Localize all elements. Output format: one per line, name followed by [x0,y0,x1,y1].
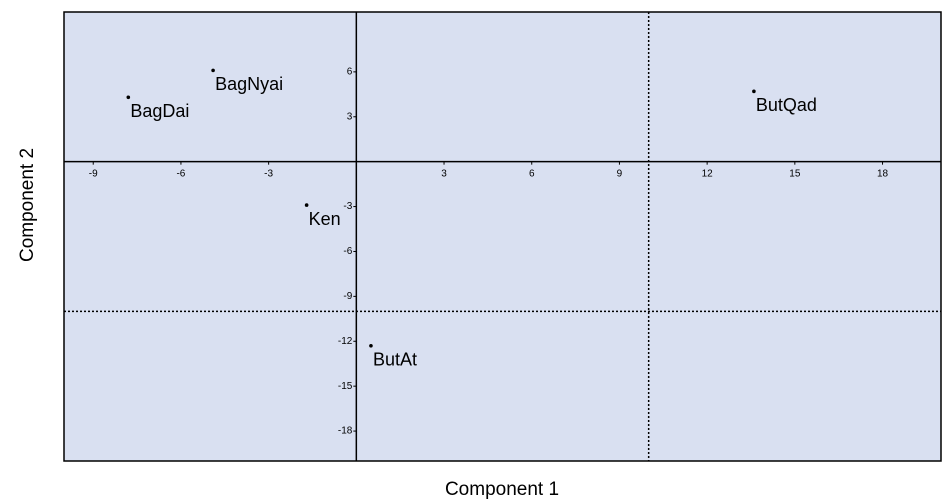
x-tick-label: 3 [441,168,447,179]
y-tick-label: -12 [338,336,353,347]
y-tick-label: -6 [343,246,352,257]
point-label: BagDai [130,101,189,121]
point-label: ButAt [373,350,417,370]
x-tick-label: 18 [877,168,889,179]
point-label: BagNyai [215,74,283,94]
plot-area [63,11,942,462]
point-label: ButQad [756,95,817,115]
x-tick-label: 9 [617,168,623,179]
y-tick-label: -15 [338,381,353,392]
x-tick-label: -9 [89,168,98,179]
point [369,343,373,348]
y-tick-label: -3 [343,201,352,212]
x-tick-label: 12 [702,168,714,179]
y-axis-title: Component 2 [17,148,38,262]
point-label: Ken [309,209,341,229]
x-tick-label: 6 [529,168,535,179]
point [126,95,131,100]
y-tick-label: 6 [347,67,353,78]
x-tick-label: -6 [176,168,185,179]
y-tick-label: -18 [338,426,353,437]
point [752,89,756,94]
x-tick-label: 15 [789,168,801,179]
y-tick-label: 3 [347,111,353,122]
x-tick-label: -3 [264,168,273,179]
point [304,203,309,207]
x-axis-title: Component 1 [445,479,559,500]
point [211,68,215,73]
y-tick-label: -9 [343,291,352,302]
